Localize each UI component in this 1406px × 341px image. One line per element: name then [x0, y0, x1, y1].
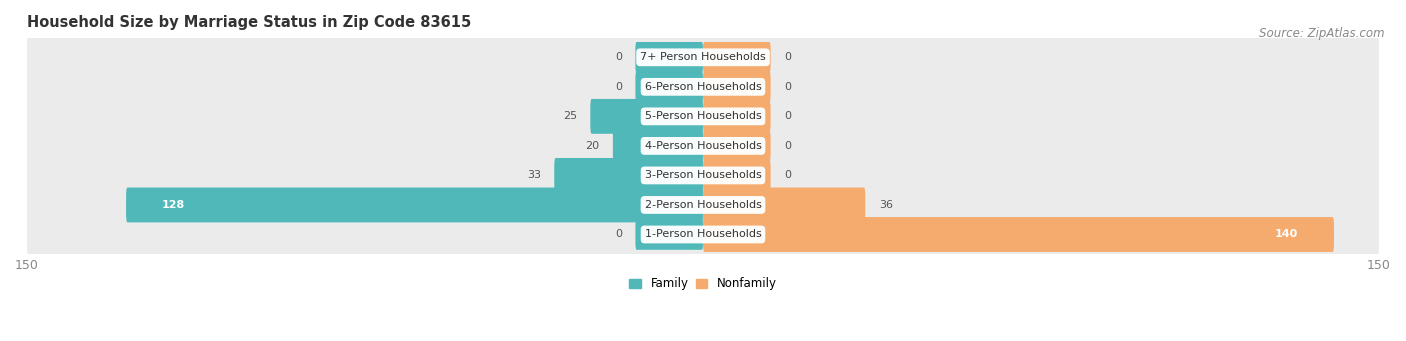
- FancyBboxPatch shape: [703, 42, 770, 73]
- Text: 0: 0: [785, 170, 792, 180]
- Text: 33: 33: [527, 170, 541, 180]
- FancyBboxPatch shape: [591, 99, 703, 134]
- Text: Source: ZipAtlas.com: Source: ZipAtlas.com: [1260, 27, 1385, 40]
- FancyBboxPatch shape: [636, 72, 703, 102]
- Text: 0: 0: [785, 141, 792, 151]
- Text: 0: 0: [785, 112, 792, 121]
- FancyBboxPatch shape: [27, 36, 1379, 78]
- FancyBboxPatch shape: [27, 124, 1379, 167]
- Text: 2-Person Households: 2-Person Households: [644, 200, 762, 210]
- Text: 20: 20: [585, 141, 599, 151]
- Text: 128: 128: [162, 200, 186, 210]
- FancyBboxPatch shape: [703, 188, 865, 222]
- Text: 5-Person Households: 5-Person Households: [644, 112, 762, 121]
- Text: 3-Person Households: 3-Person Households: [644, 170, 762, 180]
- Text: 140: 140: [1275, 229, 1298, 239]
- FancyBboxPatch shape: [703, 72, 770, 102]
- Text: 0: 0: [614, 82, 621, 92]
- Text: 7+ Person Households: 7+ Person Households: [640, 52, 766, 62]
- FancyBboxPatch shape: [127, 188, 703, 222]
- Text: 0: 0: [614, 229, 621, 239]
- FancyBboxPatch shape: [27, 95, 1379, 138]
- FancyBboxPatch shape: [613, 129, 703, 163]
- Text: Household Size by Marriage Status in Zip Code 83615: Household Size by Marriage Status in Zip…: [27, 15, 471, 30]
- Text: 0: 0: [614, 52, 621, 62]
- Text: 4-Person Households: 4-Person Households: [644, 141, 762, 151]
- FancyBboxPatch shape: [703, 160, 770, 191]
- FancyBboxPatch shape: [554, 158, 703, 193]
- FancyBboxPatch shape: [703, 101, 770, 132]
- FancyBboxPatch shape: [636, 42, 703, 73]
- Text: 1-Person Households: 1-Person Households: [644, 229, 762, 239]
- FancyBboxPatch shape: [27, 154, 1379, 197]
- FancyBboxPatch shape: [703, 217, 1334, 252]
- Text: 6-Person Households: 6-Person Households: [644, 82, 762, 92]
- FancyBboxPatch shape: [27, 65, 1379, 108]
- FancyBboxPatch shape: [27, 184, 1379, 226]
- Text: 36: 36: [879, 200, 893, 210]
- Legend: Family, Nonfamily: Family, Nonfamily: [624, 273, 782, 295]
- FancyBboxPatch shape: [27, 213, 1379, 256]
- Text: 0: 0: [785, 52, 792, 62]
- FancyBboxPatch shape: [703, 131, 770, 161]
- FancyBboxPatch shape: [636, 219, 703, 250]
- Text: 0: 0: [785, 82, 792, 92]
- Text: 25: 25: [562, 112, 576, 121]
